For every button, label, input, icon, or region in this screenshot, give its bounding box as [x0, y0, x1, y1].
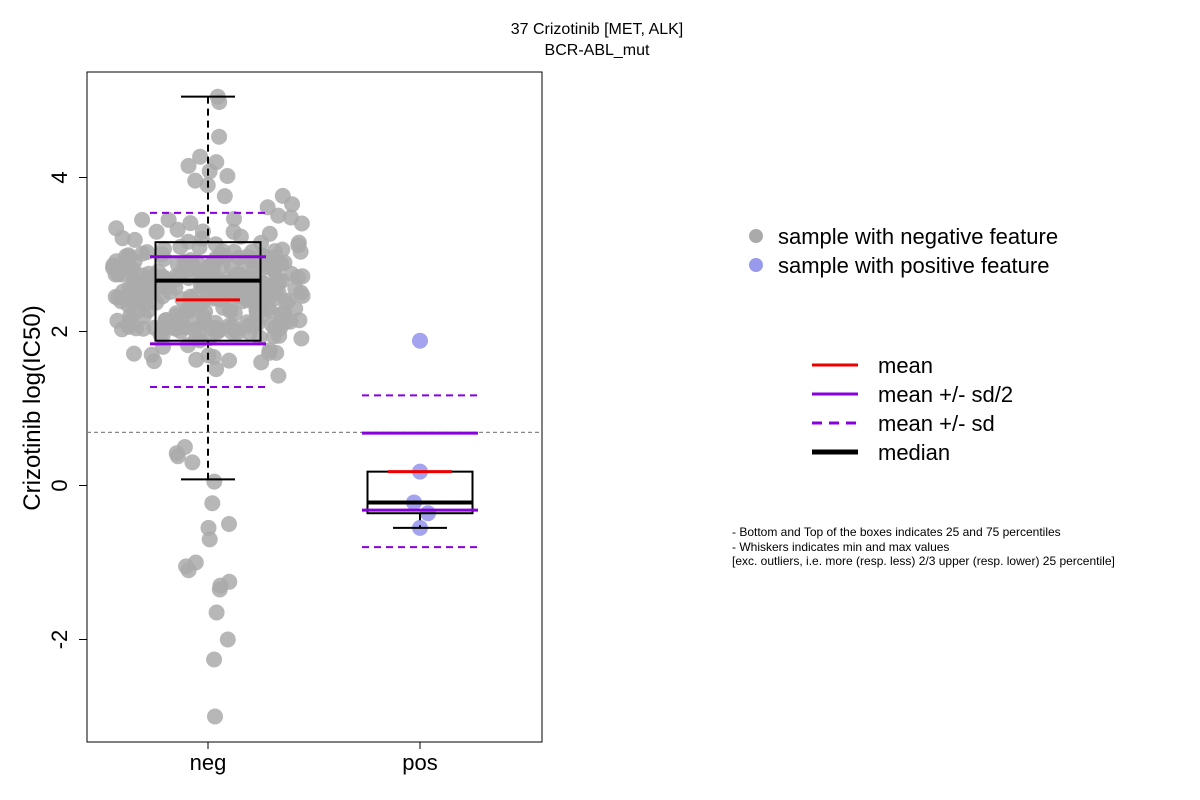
x-tick-label: neg [190, 750, 227, 775]
pos-sample-point [412, 332, 428, 349]
legend-point-swatch [749, 258, 763, 272]
neg-sample-point [184, 454, 201, 471]
neg-sample-point [266, 243, 283, 260]
neg-sample-point [216, 188, 233, 205]
neg-sample-point [152, 326, 169, 343]
neg-sample-point [268, 344, 285, 361]
neg-sample-point [270, 367, 287, 384]
neg-sample-point [211, 128, 228, 145]
neg-sample-point [108, 220, 125, 237]
neg-sample-point [293, 215, 310, 232]
legend-point-swatch [749, 229, 763, 243]
neg-sample-point [249, 265, 266, 282]
y-axis-label: Crizotinib log(IC50) [19, 305, 46, 510]
neg-sample-point [126, 345, 142, 362]
legend-point-label: sample with positive feature [778, 253, 1049, 278]
chart-title: 37 Crizotinib [MET, ALK] [511, 21, 684, 38]
legend: sample with negative feature sample with … [749, 224, 1058, 465]
neg-sample-point [148, 223, 165, 240]
neg-sample-point [201, 531, 218, 548]
y-tick-label: 4 [47, 171, 72, 183]
neg-sample-point [282, 313, 299, 330]
legend-line-label: median [878, 440, 950, 465]
neg-sample-point [270, 207, 287, 224]
neg-sample-point [245, 291, 262, 308]
neg-sample-point [146, 353, 163, 370]
neg-sample-point [192, 148, 209, 165]
neg-sample-point [134, 211, 151, 228]
neg-sample-point [135, 320, 152, 337]
neg-sample-point [194, 223, 211, 240]
neg-sample-point [207, 708, 223, 725]
neg-sample-point [226, 210, 242, 227]
neg-sample-point [206, 651, 223, 668]
neg-sample-point [122, 288, 139, 304]
neg-sample-point [290, 237, 307, 254]
neg-sample-point [225, 223, 242, 240]
y-tick-label: 2 [47, 325, 72, 337]
neg-sample-point [206, 473, 223, 490]
y-tick-label: 0 [47, 479, 72, 491]
neg-sample-point [200, 519, 217, 536]
neg-sample-point [183, 300, 200, 317]
neg-sample-point [107, 288, 124, 305]
neg-sample-point [176, 439, 193, 455]
neg-sample-point [188, 351, 205, 368]
neg-sample-point [182, 215, 199, 232]
neg-sample-point [154, 288, 171, 305]
neg-sample-point [114, 321, 130, 338]
neg-sample-point [287, 300, 304, 317]
neg-sample-point [219, 631, 236, 648]
neg-sample-point [209, 321, 226, 338]
note-line: [exc. outliers, i.e. more (resp. less) 2… [732, 554, 1115, 568]
legend-line-label: mean [878, 353, 933, 378]
neg-sample-point [208, 604, 225, 621]
chart-subtitle: BCR-ABL_mut [545, 42, 650, 59]
neg-sample-point [253, 354, 270, 371]
neg-sample-point [212, 577, 229, 594]
neg-sample-point [180, 157, 197, 174]
plot-frame [86, 71, 543, 743]
neg-sample-point [204, 495, 221, 512]
neg-sample-point [169, 221, 186, 238]
note-line: - Bottom and Top of the boxes indicates … [732, 525, 1061, 539]
neg-sample-point [154, 246, 171, 263]
notes: - Bottom and Top of the boxes indicates … [732, 525, 1115, 568]
neg-sample-point [221, 516, 237, 532]
neg-sample-point [158, 312, 175, 329]
neg-sample-point [293, 330, 310, 347]
neg-sample-point [226, 305, 243, 322]
legend-line-label: mean +/- sd [878, 411, 995, 436]
x-tick-label: pos [402, 750, 437, 775]
neg-sample-point [294, 268, 311, 285]
neg-sample-point [240, 317, 257, 334]
neg-sample-point [274, 187, 291, 204]
y-tick-label: -2 [47, 630, 72, 650]
legend-point-label: sample with negative feature [778, 224, 1058, 249]
neg-sample-point [294, 287, 311, 304]
neg-sample-point [201, 163, 218, 180]
neg-sample-point [214, 243, 231, 260]
neg-sample-point [180, 261, 197, 278]
neg-sample-point [222, 319, 239, 336]
neg-sample-point [186, 321, 203, 338]
neg-sample-point [223, 258, 240, 275]
neg-sample-point [271, 327, 288, 344]
neg-sample-point [105, 259, 121, 276]
neg-sample-point [221, 352, 238, 369]
neg-sample-point [126, 231, 143, 248]
plot-area: -2 0 2 4 neg pos [47, 71, 543, 775]
neg-sample-point [187, 172, 204, 189]
neg-sample-point [261, 225, 278, 242]
legend-line-label: mean +/- sd/2 [878, 382, 1013, 407]
neg-sample-point [187, 554, 204, 571]
neg-sample-point [139, 287, 156, 304]
neg-sample-point [219, 168, 236, 184]
neg-sample-point [205, 256, 222, 272]
neg-sample-point [208, 361, 225, 378]
note-line: - Whiskers indicates min and max values [732, 540, 949, 554]
iqr-box [154, 241, 262, 342]
